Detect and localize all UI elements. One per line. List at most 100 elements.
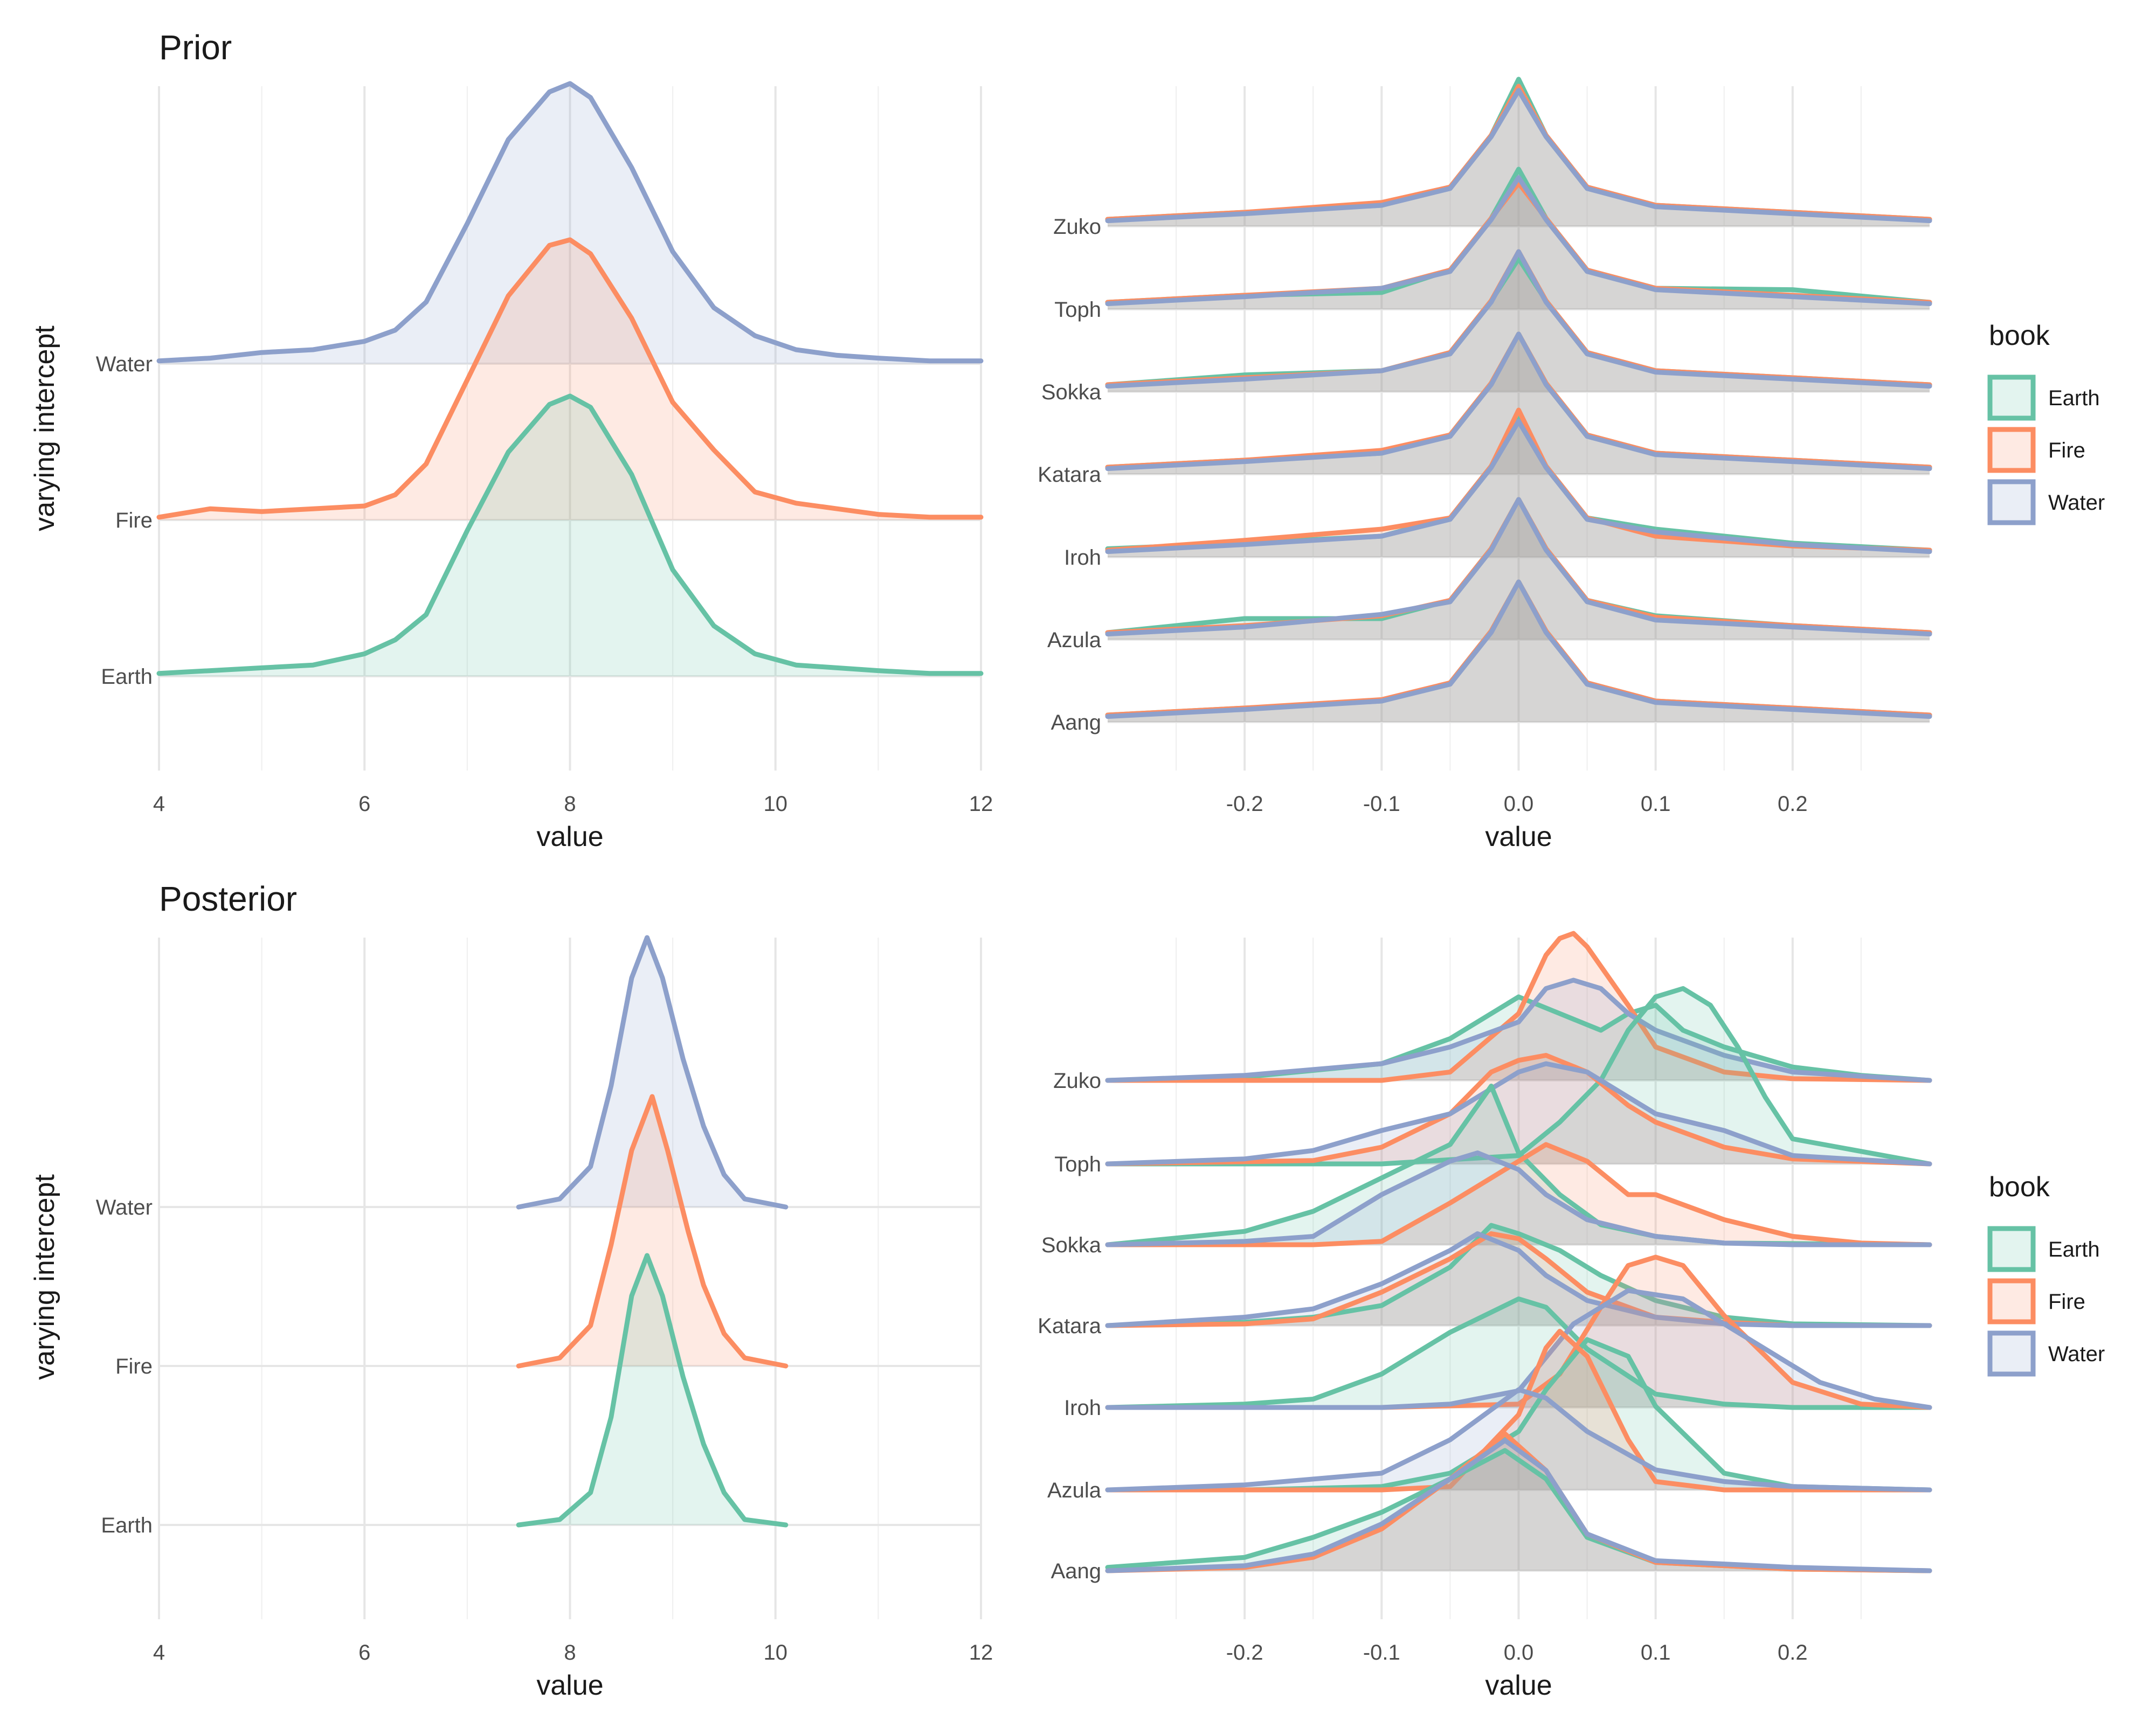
panel-3: 4 6 8 10 12 Earth Fire Water value varying interc… — [29, 879, 993, 1701]
density-line-earth-earth — [516, 1253, 789, 1528]
y-tick-label-fire: Fire — [115, 509, 153, 532]
density-area-fire-fire — [159, 240, 981, 520]
density-area-aang-earth — [1108, 1450, 1930, 1571]
density-area-iroh-fire — [1108, 410, 1930, 557]
density-line-sokka-water — [1105, 1150, 1932, 1247]
legend-label-water: Water — [2048, 1342, 2105, 1366]
legend-label-earth: Earth — [2048, 386, 2100, 410]
density-area-sokka-water — [1108, 1153, 1930, 1245]
density-area-toph-water — [1108, 1064, 1930, 1164]
density-area-zuko-fire — [1108, 933, 1930, 1080]
y-tick-label-water: Water — [96, 352, 153, 376]
x-tick-label: 10 — [764, 792, 788, 816]
legend-key-earth — [1987, 1226, 2036, 1272]
density-area-katara-fire — [1108, 1233, 1930, 1326]
x-tick-label: 4 — [153, 1641, 165, 1664]
x-tick-label: 6 — [358, 792, 370, 816]
density-area-zuko-water — [1108, 90, 1930, 226]
y-tick-label-toph: Toph — [1054, 1153, 1101, 1176]
legend-title: book — [1989, 1171, 2050, 1203]
x-axis-title: value — [1485, 1670, 1552, 1701]
y-axis-title: varying intercept — [29, 1174, 60, 1380]
density-area-aang-water — [1108, 1440, 1930, 1571]
density-line-earth-earth — [156, 393, 984, 676]
density-area-iroh-fire — [1108, 1257, 1930, 1407]
x-tick-label: 8 — [564, 1641, 576, 1664]
x-tick-label: 0.0 — [1504, 1641, 1534, 1664]
legend-key-water — [1987, 479, 2036, 525]
density-area-aang-fire — [1108, 582, 1930, 722]
x-tick-label: 0.2 — [1778, 792, 1808, 816]
legend-key-earth — [1987, 374, 2036, 421]
y-axis-title: varying intercept — [29, 325, 60, 531]
density-line-aang-water — [1105, 579, 1932, 719]
legend-title: book — [1989, 320, 2050, 351]
x-axis-title: value — [536, 1670, 603, 1701]
panel-title-posterior: Posterior — [159, 879, 297, 918]
y-tick-label-iroh: Iroh — [1064, 546, 1101, 570]
y-tick-label-sokka: Sokka — [1041, 380, 1102, 404]
density-line-iroh-water — [1105, 1288, 1932, 1410]
density-area-sokka-water — [1108, 252, 1930, 392]
density-area-sokka-earth — [1108, 1086, 1930, 1245]
panel-2: -0.2 -0.1 0.0 0.1 0.2 Aang Azula Iroh Katara Sokk… — [1038, 77, 1932, 852]
density-area-zuko-earth — [1108, 997, 1930, 1080]
y-tick-label-aang: Aang — [1051, 1559, 1101, 1583]
density-area-azula-fire — [1108, 500, 1930, 640]
y-tick-label-azula: Azula — [1047, 1479, 1102, 1502]
density-line-azula-earth — [1105, 1337, 1932, 1493]
x-tick-label: 4 — [153, 792, 165, 816]
density-line-aang-water — [1105, 1438, 1932, 1573]
density-area-iroh-water — [1108, 421, 1930, 557]
x-tick-label: -0.1 — [1363, 792, 1400, 816]
density-line-azula-water — [1105, 1387, 1932, 1493]
density-area-toph-earth — [1108, 988, 1930, 1164]
density-line-sokka-fire — [1105, 1142, 1932, 1247]
x-tick-label: 12 — [969, 792, 993, 816]
density-area-earth-earth — [159, 396, 981, 676]
density-area-zuko-earth — [1108, 79, 1930, 226]
y-tick-label-fire: Fire — [115, 1355, 153, 1378]
density-line-katara-water — [1105, 331, 1932, 471]
density-area-sokka-earth — [1108, 259, 1930, 392]
density-line-zuko-water — [1105, 977, 1932, 1083]
density-line-azula-water — [1105, 497, 1932, 637]
x-axis-title: value — [1485, 821, 1552, 852]
density-area-katara-earth — [1108, 334, 1930, 474]
x-tick-label: 0.1 — [1641, 792, 1671, 816]
x-tick-label: 12 — [969, 1641, 993, 1664]
x-tick-label: -0.1 — [1363, 1641, 1400, 1664]
x-tick-label: -0.2 — [1226, 1641, 1263, 1664]
density-area-toph-earth — [1108, 169, 1930, 309]
x-tick-label: 0.0 — [1504, 792, 1534, 816]
density-area-iroh-earth — [1108, 417, 1930, 557]
x-tick-label: 6 — [358, 1641, 370, 1664]
density-area-iroh-earth — [1108, 1299, 1930, 1407]
legend-label-fire: Fire — [2048, 439, 2085, 462]
legend-2: book Earth Fire Water — [1987, 1171, 2105, 1377]
density-line-water-water — [516, 935, 789, 1210]
density-line-water-water — [156, 81, 984, 364]
legend-label-water: Water — [2048, 491, 2105, 515]
density-line-azula-fire — [1105, 1329, 1932, 1493]
density-area-aang-earth — [1108, 582, 1930, 722]
density-line-iroh-water — [1105, 419, 1932, 554]
panel-title-prior: Prior — [159, 28, 232, 67]
density-line-zuko-water — [1105, 88, 1932, 224]
density-line-iroh-earth — [1105, 1296, 1932, 1410]
density-area-toph-water — [1108, 177, 1930, 309]
density-line-zuko-fire — [1105, 931, 1932, 1083]
density-area-sokka-fire — [1108, 252, 1930, 392]
y-tick-label-sokka: Sokka — [1041, 1233, 1102, 1257]
x-tick-label: 0.1 — [1641, 1641, 1671, 1664]
y-tick-label-zuko: Zuko — [1053, 1069, 1101, 1093]
x-tick-label: 10 — [764, 1641, 788, 1664]
density-area-toph-fire — [1108, 183, 1930, 309]
panel-4: -0.2 -0.1 0.0 0.1 0.2 Aang Azula Iroh Katara Sokk… — [1038, 931, 1932, 1701]
density-area-iroh-water — [1108, 1291, 1930, 1407]
density-line-iroh-fire — [1105, 407, 1932, 553]
legend-label-fire: Fire — [2048, 1290, 2085, 1314]
density-area-water-water — [159, 84, 981, 364]
